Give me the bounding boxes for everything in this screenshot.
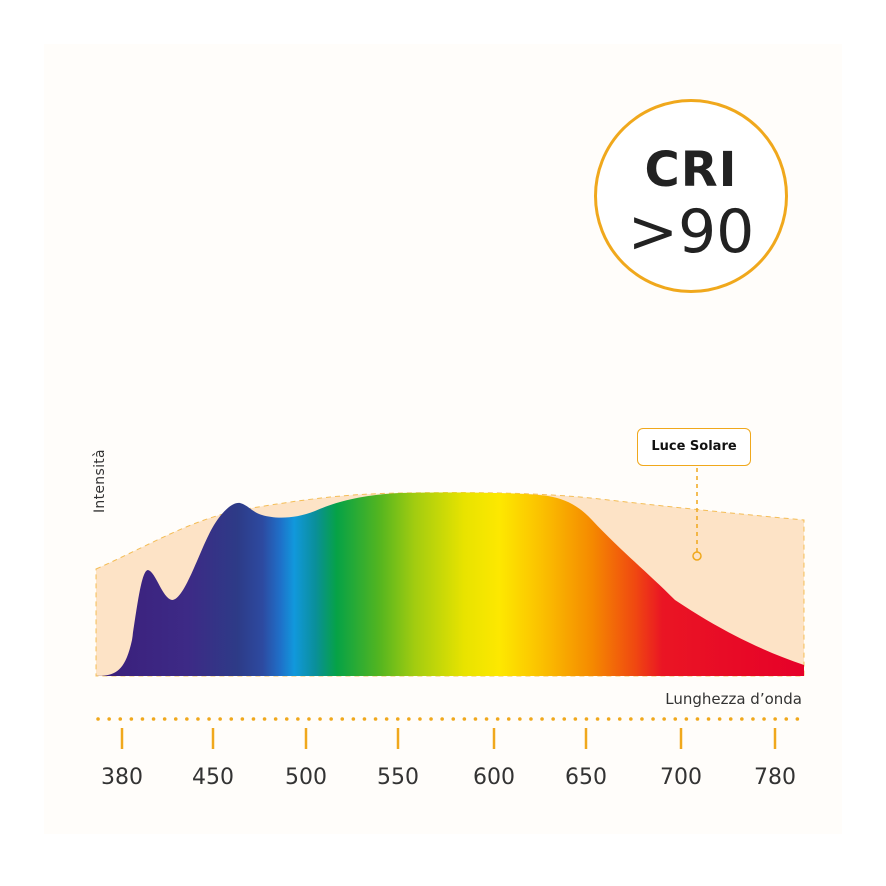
x-tick-label-450: 450 [192,765,234,790]
legend-marker [692,551,702,561]
cri-title: CRI [644,142,738,198]
x-axis-ticks: 380 450 500 550 600 650 700 780 [101,728,796,790]
x-tick-label-500: 500 [285,765,327,790]
led-spectrum-area [96,492,804,676]
x-tick-label-550: 550 [377,765,419,790]
x-tick-label-700: 700 [660,765,702,790]
cri-value: >90 [627,197,755,267]
legend-luce-solare: Luce Solare [637,428,751,466]
x-tick-label-380: 380 [101,765,143,790]
x-tick-label-650: 650 [565,765,607,790]
x-tick-label-780: 780 [754,765,796,790]
x-tick-label-600: 600 [473,765,515,790]
cri-badge: CRI >90 [594,99,788,293]
x-axis-label: Lunghezza d’onda [665,690,802,708]
